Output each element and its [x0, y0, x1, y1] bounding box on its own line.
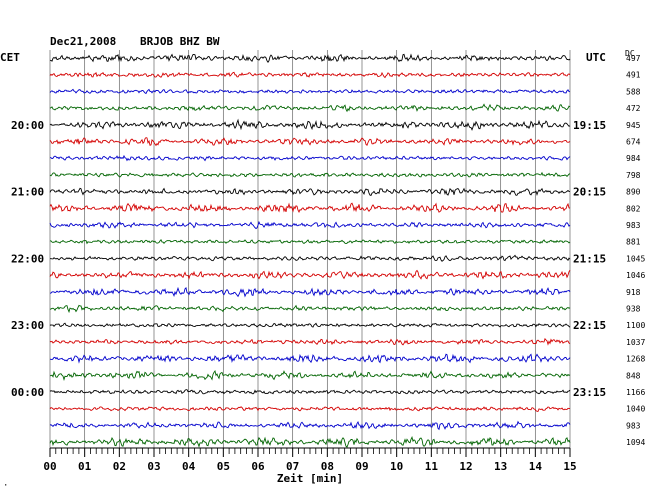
x-tick-label: 14	[529, 460, 543, 473]
seismic-trace-12	[49, 254, 571, 262]
dc-offset-label: 588	[626, 87, 641, 96]
seismic-trace-10	[49, 220, 571, 230]
x-tick-label: 04	[182, 460, 196, 473]
dc-offset-label: 497	[626, 54, 641, 63]
right-time-label: 22:15	[573, 319, 606, 332]
left-time-labels: 20:00 21:00 22:00 23:00 00:00	[11, 119, 44, 399]
seismic-trace-13	[49, 269, 571, 280]
seismic-trace-16	[49, 322, 571, 328]
seismic-trace-18	[49, 353, 571, 364]
seismic-trace-21	[49, 406, 571, 412]
seismic-trace-20	[49, 389, 571, 395]
x-tick-label: 02	[113, 460, 126, 473]
dc-offset-label: 1046	[626, 271, 645, 280]
right-time-label: 19:15	[573, 119, 606, 132]
seismic-trace-9	[49, 202, 571, 213]
seismic-trace-1	[49, 71, 571, 79]
seismic-trace-7	[49, 171, 571, 178]
dc-offset-label: 983	[626, 221, 641, 230]
x-tick-label: 06	[251, 460, 265, 473]
x-tick-label: 07	[286, 460, 299, 473]
trace-group	[49, 53, 571, 448]
dc-offset-label: 938	[626, 305, 641, 314]
seismic-trace-11	[49, 238, 571, 245]
dc-offset-label: 918	[626, 288, 641, 297]
dc-offset-label: 1166	[626, 388, 645, 397]
x-tick-label: 13	[494, 460, 507, 473]
dc-offset-label: 472	[626, 104, 641, 113]
seismic-trace-2	[49, 88, 571, 95]
x-tick-label: 08	[321, 460, 334, 473]
seismic-trace-17	[49, 337, 571, 346]
dc-offset-label: 802	[626, 204, 641, 213]
x-tick-label: 01	[78, 460, 92, 473]
dc-offset-label: 1040	[626, 405, 645, 414]
seismic-trace-4	[49, 118, 571, 131]
right-time-label: 21:15	[573, 252, 606, 265]
dc-offset-label: 798	[626, 171, 641, 180]
dc-offset-label: 1100	[626, 321, 645, 330]
corner-mark: ·	[3, 481, 8, 491]
plot-station: BRJOB BHZ BW	[140, 35, 220, 48]
seismic-trace-6	[49, 154, 571, 162]
dc-offset-label: 881	[626, 238, 641, 247]
dc-offset-label: 848	[626, 371, 641, 380]
dc-offset-label: 674	[626, 138, 641, 147]
dc-offset-label: 1268	[626, 355, 645, 364]
x-tick-label: 11	[425, 460, 439, 473]
seismic-trace-0	[49, 53, 571, 63]
dc-offset-label: 1045	[626, 254, 645, 263]
seismic-trace-22	[49, 420, 571, 431]
seismic-trace-8	[49, 187, 571, 197]
dc-offset-label: 1094	[626, 438, 645, 447]
dc-offset-labels: 497 491 588 472 945 674 984 798 890 802 983 881 1045…	[626, 54, 645, 447]
left-time-label: 22:00	[11, 252, 44, 265]
x-tick-label: 10	[390, 460, 403, 473]
seismic-trace-14	[49, 286, 571, 298]
right-time-labels: 19:15 20:15 21:15 22:15 23:15	[573, 119, 606, 399]
left-time-label: 00:00	[11, 386, 44, 399]
seismic-trace-3	[49, 103, 571, 113]
right-time-label: 23:15	[573, 386, 606, 399]
seismic-trace-15	[49, 304, 571, 314]
left-time-label: 23:00	[11, 319, 44, 332]
left-time-label: 20:00	[11, 119, 44, 132]
x-tick-label: 09	[355, 460, 368, 473]
x-tick-label: 03	[147, 460, 160, 473]
dc-offset-label: 983	[626, 421, 641, 430]
right-time-label: 20:15	[573, 186, 606, 199]
x-tick-label: 12	[459, 460, 472, 473]
x-axis-title: Zeit [min]	[277, 472, 343, 485]
right-timezone-label: UTC	[586, 51, 606, 64]
dc-column-label: DC	[625, 49, 635, 58]
seismic-trace-23	[49, 436, 571, 448]
x-axis: 00 01 02 03 04 05 06 07 08 09 10 11 12 13 14 15	[43, 447, 577, 473]
dc-offset-label: 890	[626, 188, 641, 197]
plot-date: Dec21,2008	[50, 35, 116, 48]
left-timezone-label: CET	[0, 51, 20, 64]
dc-offset-label: 984	[626, 154, 641, 163]
dc-offset-label: 491	[626, 71, 641, 80]
x-tick-label: 05	[217, 460, 230, 473]
seismic-trace-5	[49, 137, 571, 147]
dc-offset-label: 945	[626, 121, 641, 130]
x-tick-label: 15	[563, 460, 576, 473]
dc-offset-label: 1037	[626, 338, 645, 347]
time-grid	[49, 50, 571, 448]
left-time-label: 21:00	[11, 186, 44, 199]
seismic-trace-19	[49, 369, 571, 381]
x-tick-label: 00	[43, 460, 56, 473]
